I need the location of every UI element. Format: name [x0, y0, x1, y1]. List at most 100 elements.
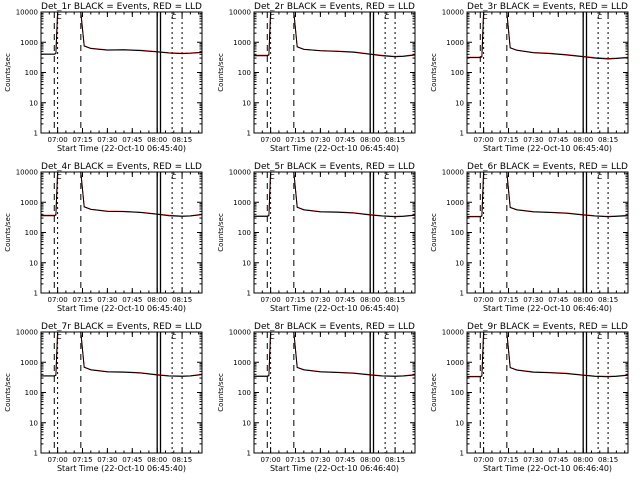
x-tick-label: 07:15 [285, 136, 305, 144]
x-tick-label: 08:00 [360, 136, 380, 144]
marker-letter: C [171, 13, 176, 21]
marker-letter: C [384, 333, 389, 341]
x-axis-label: Start Time (22-Oct-10 06:46:40) [270, 464, 399, 473]
axes-frame [466, 171, 629, 294]
x-tick-label: 07:45 [122, 136, 142, 144]
series-line-lld [467, 332, 628, 377]
x-tick-label: 07:00 [474, 296, 494, 304]
y-tick-label: 1 [34, 450, 38, 458]
x-tick-label: 08:15 [598, 136, 618, 144]
axes-frame [40, 11, 203, 134]
x-tick-label: 07:00 [48, 136, 68, 144]
x-tick-label: 07:00 [474, 456, 494, 464]
x-tick-label: 08:15 [598, 456, 618, 464]
x-tick-label: 08:15 [172, 296, 192, 304]
y-tick-label: 10000 [16, 169, 38, 177]
y-tick-label: 1 [247, 130, 251, 138]
x-tick-label: 07:15 [72, 296, 92, 304]
marker-letter: C [270, 333, 275, 341]
x-tick-label: 07:30 [310, 456, 330, 464]
marker-letter: C [483, 173, 488, 181]
y-tick-label: 10 [455, 99, 464, 107]
series-line-events [254, 12, 415, 58]
series-group [467, 172, 628, 218]
marker-letter: C [57, 333, 62, 341]
marker-letter: C [597, 173, 602, 181]
panel-title: Det_2r BLACK = Events, RED = LLD [254, 2, 415, 12]
marker-letter: C [384, 13, 389, 21]
x-tick-label: 08:15 [598, 296, 618, 304]
axes-frame [253, 331, 416, 454]
x-tick-label: 07:00 [261, 296, 281, 304]
x-tick-label: 07:45 [122, 456, 142, 464]
x-axis-label: Start Time (22-Oct-10 06:45:40) [57, 464, 186, 473]
x-tick-label: 07:30 [97, 136, 117, 144]
series-line-events [254, 172, 415, 218]
x-axis-label: Start Time (22-Oct-10 06:46:40) [483, 304, 612, 313]
y-tick-label: 10 [29, 99, 38, 107]
series-line-lld [254, 12, 415, 57]
y-tick-label: 10 [29, 259, 38, 267]
marker-letter: C [270, 173, 275, 181]
y-tick-label: 1 [460, 290, 464, 298]
x-tick-label: 07:30 [97, 456, 117, 464]
x-tick-label: 08:00 [573, 456, 593, 464]
y-tick-label: 100 [25, 389, 38, 397]
x-tick-label: 08:15 [172, 136, 192, 144]
y-tick-label: 100 [238, 229, 251, 237]
panel-title: Det_9r BLACK = Events, RED = LLD [467, 322, 628, 332]
x-tick-label: 07:15 [285, 456, 305, 464]
x-tick-label: 07:15 [72, 136, 92, 144]
y-tick-label: 100 [238, 389, 251, 397]
x-tick-label: 07:15 [285, 296, 305, 304]
y-tick-label: 10000 [442, 9, 464, 17]
series-line-events [41, 332, 202, 377]
y-tick-label: 1000 [446, 199, 464, 207]
x-tick-label: 07:00 [261, 456, 281, 464]
series-group [41, 172, 202, 217]
x-tick-label: 07:15 [498, 296, 518, 304]
x-tick-label: 08:00 [360, 456, 380, 464]
x-tick-label: 07:15 [72, 456, 92, 464]
panel-title: Det_8r BLACK = Events, RED = LLD [254, 322, 415, 332]
x-tick-label: 08:15 [385, 296, 405, 304]
x-tick-label: 07:45 [335, 296, 355, 304]
x-tick-label: 07:30 [310, 296, 330, 304]
y-tick-label: 1 [247, 450, 251, 458]
series-line-lld [254, 332, 415, 377]
y-axis-label: Counts/sec [430, 373, 438, 412]
axes-frame [253, 11, 416, 134]
panel-title: Det_1r BLACK = Events, RED = LLD [41, 2, 202, 12]
x-tick-label: 07:00 [261, 136, 281, 144]
y-tick-label: 10000 [442, 329, 464, 337]
x-tick-label: 08:15 [172, 456, 192, 464]
axes-frame [40, 331, 203, 454]
panel-title: Det_3r BLACK = Events, RED = LLD [467, 2, 628, 12]
x-tick-label: 08:00 [147, 456, 167, 464]
x-tick-label: 07:00 [48, 456, 68, 464]
marker-letter: C [57, 173, 62, 181]
axes-frame [466, 331, 629, 454]
x-axis-label: Start Time (22-Oct-10 06:45:40) [270, 144, 399, 153]
series-line-lld [467, 172, 628, 217]
x-tick-label: 08:00 [573, 296, 593, 304]
x-tick-label: 08:15 [385, 456, 405, 464]
y-tick-label: 10000 [16, 9, 38, 17]
y-tick-label: 10 [29, 419, 38, 427]
series-group [254, 172, 415, 218]
y-tick-label: 10 [242, 259, 251, 267]
y-tick-label: 100 [451, 389, 464, 397]
x-tick-label: 08:00 [147, 136, 167, 144]
y-tick-label: 10 [455, 259, 464, 267]
y-tick-label: 100 [238, 69, 251, 77]
series-group [254, 332, 415, 377]
x-tick-label: 07:45 [548, 296, 568, 304]
y-tick-label: 1000 [446, 39, 464, 47]
x-tick-label: 07:45 [335, 456, 355, 464]
y-tick-label: 100 [25, 69, 38, 77]
